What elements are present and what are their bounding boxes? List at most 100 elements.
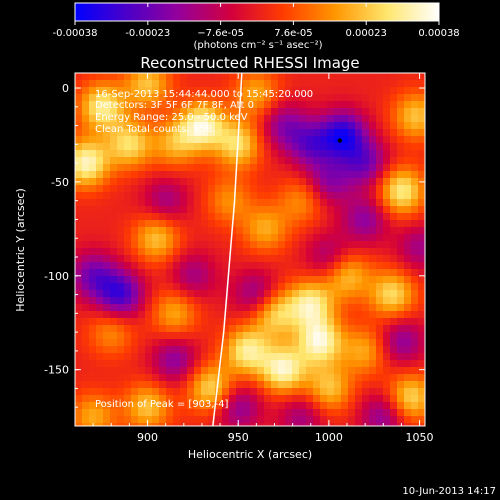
heatmap-cell <box>138 332 145 339</box>
heatmap-cell <box>194 423 201 426</box>
heatmap-cell <box>390 241 397 248</box>
heatmap-cell <box>75 136 82 143</box>
heatmap-cell <box>348 367 355 374</box>
heatmap-cell <box>222 143 229 150</box>
heatmap-cell <box>257 108 264 115</box>
heatmap-cell <box>327 332 334 339</box>
heatmap-cell <box>390 311 397 318</box>
heatmap-cell <box>89 381 96 388</box>
heatmap-cell <box>362 283 369 290</box>
heatmap-cell <box>306 101 313 108</box>
heatmap-cell <box>306 262 313 269</box>
heatmap-cell <box>418 311 425 318</box>
heatmap-cell <box>194 206 201 213</box>
heatmap-cell <box>313 199 320 206</box>
heatmap-cell <box>152 220 159 227</box>
heatmap-cell <box>187 346 194 353</box>
heatmap-cell <box>411 213 418 220</box>
heatmap-cell <box>222 192 229 199</box>
heatmap-cell <box>208 213 215 220</box>
heatmap-cell <box>250 129 257 136</box>
heatmap-cell <box>278 241 285 248</box>
heatmap-cell <box>222 248 229 255</box>
heatmap-cell <box>222 374 229 381</box>
heatmap-cell <box>376 143 383 150</box>
heatmap-cell <box>152 73 159 80</box>
heatmap-cell <box>362 248 369 255</box>
heatmap-cell <box>355 122 362 129</box>
heatmap-cell <box>75 94 82 101</box>
heatmap-cell <box>82 185 89 192</box>
heatmap-cell <box>201 360 208 367</box>
heatmap-cell <box>250 388 257 395</box>
heatmap-cell <box>117 213 124 220</box>
heatmap-cell <box>236 171 243 178</box>
heatmap-cell <box>292 283 299 290</box>
heatmap-cell <box>362 332 369 339</box>
heatmap-cell <box>124 332 131 339</box>
colorbar-tick-label: -0.00023 <box>125 28 170 39</box>
heatmap-cell <box>236 395 243 402</box>
heatmap-cell <box>82 297 89 304</box>
heatmap-cell <box>334 353 341 360</box>
heatmap-cell <box>376 367 383 374</box>
heatmap-cell <box>313 304 320 311</box>
heatmap-cell <box>348 360 355 367</box>
heatmap-cell <box>264 311 271 318</box>
heatmap-cell <box>369 241 376 248</box>
heatmap-cell <box>299 143 306 150</box>
heatmap-cell <box>411 395 418 402</box>
heatmap-cell <box>292 80 299 87</box>
heatmap-cell <box>348 304 355 311</box>
heatmap-cell <box>187 311 194 318</box>
heatmap-cell <box>292 346 299 353</box>
heatmap-cell <box>110 353 117 360</box>
heatmap-cell <box>271 402 278 409</box>
heatmap-cell <box>103 311 110 318</box>
heatmap-cell <box>313 416 320 423</box>
heatmap-cell <box>327 290 334 297</box>
heatmap-cell <box>131 115 138 122</box>
heatmap-cell <box>306 402 313 409</box>
heatmap-cell <box>355 297 362 304</box>
heatmap-cell <box>418 122 425 129</box>
y-axis: -150-100-500 <box>44 82 425 427</box>
heatmap-cell <box>327 164 334 171</box>
heatmap-cell <box>306 388 313 395</box>
heatmap-cell <box>138 416 145 423</box>
heatmap-cell <box>397 325 404 332</box>
heatmap-cell <box>292 276 299 283</box>
heatmap-cell <box>152 101 159 108</box>
heatmap-cell <box>96 206 103 213</box>
heatmap-cell <box>243 423 250 426</box>
heatmap-cell <box>152 115 159 122</box>
heatmap-cell <box>348 290 355 297</box>
heatmap-cell <box>320 381 327 388</box>
heatmap-cell <box>334 346 341 353</box>
heatmap-cell <box>222 157 229 164</box>
heatmap-cell <box>334 339 341 346</box>
heatmap-cell <box>278 94 285 101</box>
heatmap-cell <box>390 304 397 311</box>
heatmap-cell <box>313 178 320 185</box>
heatmap-cell <box>82 122 89 129</box>
heatmap-cell <box>159 199 166 206</box>
heatmap-cell <box>348 388 355 395</box>
heatmap-cell <box>243 283 250 290</box>
heatmap-cell <box>117 143 124 150</box>
heatmap-cell <box>250 353 257 360</box>
heatmap-cell <box>390 332 397 339</box>
heatmap-cell <box>306 213 313 220</box>
heatmap-cell <box>187 402 194 409</box>
heatmap-cell <box>96 353 103 360</box>
heatmap-cell <box>257 325 264 332</box>
heatmap-cell <box>103 339 110 346</box>
heatmap-cell <box>306 115 313 122</box>
heatmap-cell <box>397 206 404 213</box>
heatmap-cell <box>152 325 159 332</box>
heatmap-cell <box>215 409 222 416</box>
heatmap-cell <box>138 388 145 395</box>
heatmap-cell <box>215 185 222 192</box>
heatmap-cell <box>369 94 376 101</box>
heatmap-cell <box>418 416 425 423</box>
